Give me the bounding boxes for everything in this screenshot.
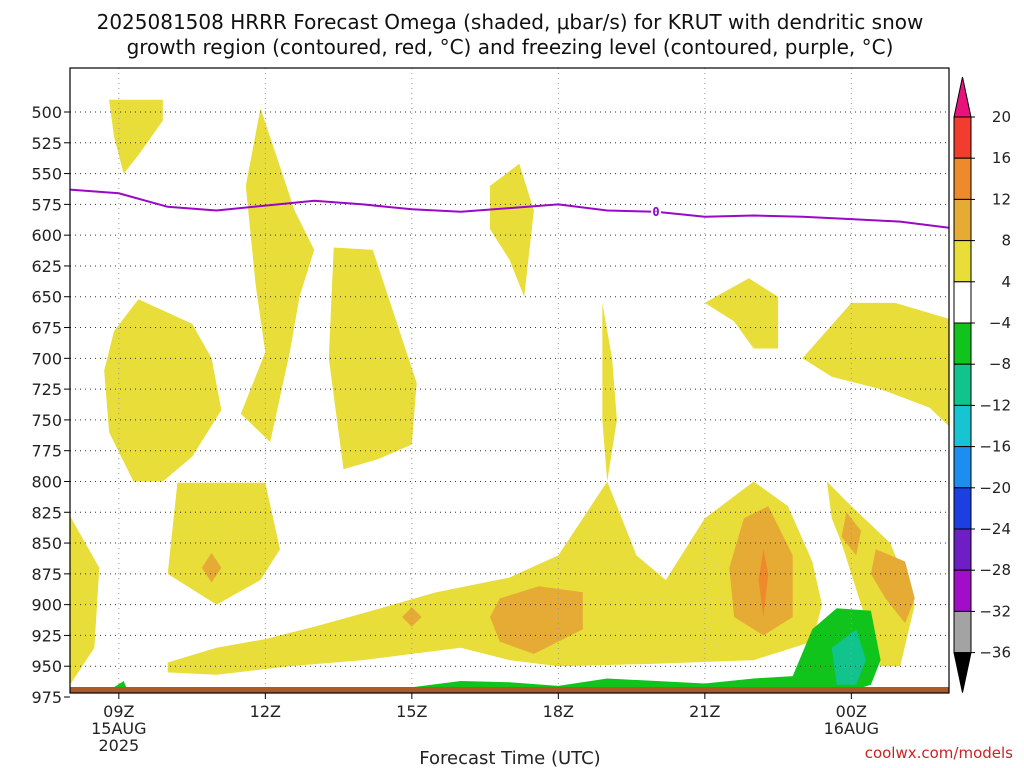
x-tick-label-24-1: 16AUG — [824, 719, 879, 738]
colorbar-bin-2 — [953, 198, 972, 242]
x-tick-label-12-0: 12Z — [250, 702, 281, 721]
colorbar-label-1: 16 — [992, 149, 1011, 167]
omega-region-18 — [758, 549, 769, 617]
y-tick-label-625: 625 — [31, 257, 62, 276]
omega-region-19 — [354, 608, 881, 693]
omega-region-17 — [402, 607, 422, 627]
omega-region-0 — [109, 99, 163, 174]
x-tick-label-9-0: 09Z — [103, 702, 134, 721]
omega-region-6 — [704, 278, 779, 349]
omega-region-9 — [70, 516, 100, 685]
colorbar-label-2: 12 — [992, 190, 1011, 208]
y-tick-label-750: 750 — [31, 411, 62, 430]
x-tick-label-24-0: 00Z — [836, 702, 867, 721]
y-tick-label-525: 525 — [31, 134, 62, 153]
y-tick-label-650: 650 — [31, 288, 62, 307]
y-tick-label-900: 900 — [31, 596, 62, 615]
y-tick-label-925: 925 — [31, 626, 62, 645]
x-axis-label: Forecast Time (UTC) — [419, 748, 600, 768]
y-tick-label-875: 875 — [31, 565, 62, 584]
pressure-axis: 500 525 550 575 600 625 650 675 700 725 750 775 800 8… — [31, 103, 70, 707]
colorbar-bin-4 — [953, 281, 972, 324]
surface-strip — [70, 687, 949, 693]
colorbar-bin-1 — [953, 157, 972, 200]
colorbar-label-6: −8 — [989, 355, 1011, 373]
y-tick-label-825: 825 — [31, 503, 62, 522]
y-tick-label-775: 775 — [31, 442, 62, 461]
omega-region-12 — [490, 586, 583, 654]
x-tick-label-18-0: 18Z — [543, 702, 574, 721]
colorbar-label-7: −12 — [979, 396, 1011, 414]
colorbar-label-13: −36 — [979, 644, 1011, 662]
x-tick-label-15-0: 15Z — [396, 702, 427, 721]
x-tick-label-21-0: 21Z — [689, 702, 720, 721]
chart-title: 2025081508 HRRR Forecast Omega (shaded, … — [97, 10, 924, 59]
colorbar-label-9: −20 — [979, 479, 1011, 497]
colorbar: 20 16 12 8 4 −4 −8 −12 −16 −20 −24 −28 −32 −36 — [953, 76, 1011, 693]
y-tick-label-975: 975 — [31, 688, 62, 707]
y-tick-label-850: 850 — [31, 534, 62, 553]
colorbar-bin-8 — [953, 446, 972, 489]
freezing-level-label: 0 — [652, 205, 659, 219]
colorbar-label-3: 8 — [1001, 232, 1011, 250]
colorbar-bin-10 — [953, 528, 972, 571]
colorbar-label-4: 4 — [1001, 273, 1011, 291]
chart-title-line-2: growth region (contoured, red, °C) and f… — [127, 35, 894, 59]
y-tick-label-675: 675 — [31, 319, 62, 338]
freezing-label-bg — [651, 203, 661, 218]
colorbar-label-8: −16 — [979, 438, 1011, 456]
y-tick-label-600: 600 — [31, 226, 62, 245]
colorbar-top-extend — [953, 76, 972, 118]
freezing-level-line — [70, 188, 949, 229]
colorbar-label-11: −28 — [979, 561, 1011, 579]
omega-region-2 — [240, 108, 315, 443]
plot-frame — [69, 67, 950, 694]
colorbar-bin-9 — [953, 487, 972, 530]
colorbar-bin-6 — [953, 363, 972, 406]
y-tick-label-800: 800 — [31, 472, 62, 491]
colorbar-bin-7 — [953, 404, 972, 448]
credit-text: coolwx.com/models — [865, 744, 1013, 762]
colorbar-bin-0 — [953, 116, 972, 159]
freezing-level-contour: 0 — [70, 188, 949, 229]
colorbar-bin-12 — [953, 610, 972, 654]
omega-region-20 — [831, 629, 866, 685]
y-tick-label-700: 700 — [31, 349, 62, 368]
colorbar-label-5: −4 — [989, 314, 1011, 332]
y-tick-label-550: 550 — [31, 165, 62, 184]
grid — [70, 68, 949, 693]
plot-area: 0 — [69, 67, 950, 694]
omega-region-7 — [802, 302, 949, 427]
omega-region-1 — [104, 299, 222, 482]
omega-region-14 — [870, 549, 915, 624]
omega-region-3 — [328, 247, 417, 470]
colorbar-bin-5 — [953, 322, 972, 365]
y-tick-label-725: 725 — [31, 380, 62, 399]
colorbar-label-0: 20 — [992, 108, 1011, 126]
x-tick-label-9-2: 2025 — [98, 736, 139, 755]
omega-region-10 — [167, 481, 822, 675]
colorbar-label-10: −24 — [979, 520, 1011, 538]
x-tick-label-9-1: 15AUG — [91, 719, 146, 738]
omega-region-16 — [201, 552, 222, 583]
colorbar-bin-11 — [953, 569, 972, 612]
colorbar-label-12: −32 — [979, 602, 1011, 620]
chart-title-line-1: 2025081508 HRRR Forecast Omega (shaded, … — [97, 10, 924, 34]
y-tick-label-950: 950 — [31, 657, 62, 676]
omega-region-5 — [602, 302, 617, 482]
y-tick-label-575: 575 — [31, 195, 62, 214]
colorbar-bin-3 — [953, 240, 972, 283]
colorbar-bottom-extend — [953, 652, 972, 693]
omega-region-4 — [490, 163, 534, 297]
y-tick-label-500: 500 — [31, 103, 62, 122]
